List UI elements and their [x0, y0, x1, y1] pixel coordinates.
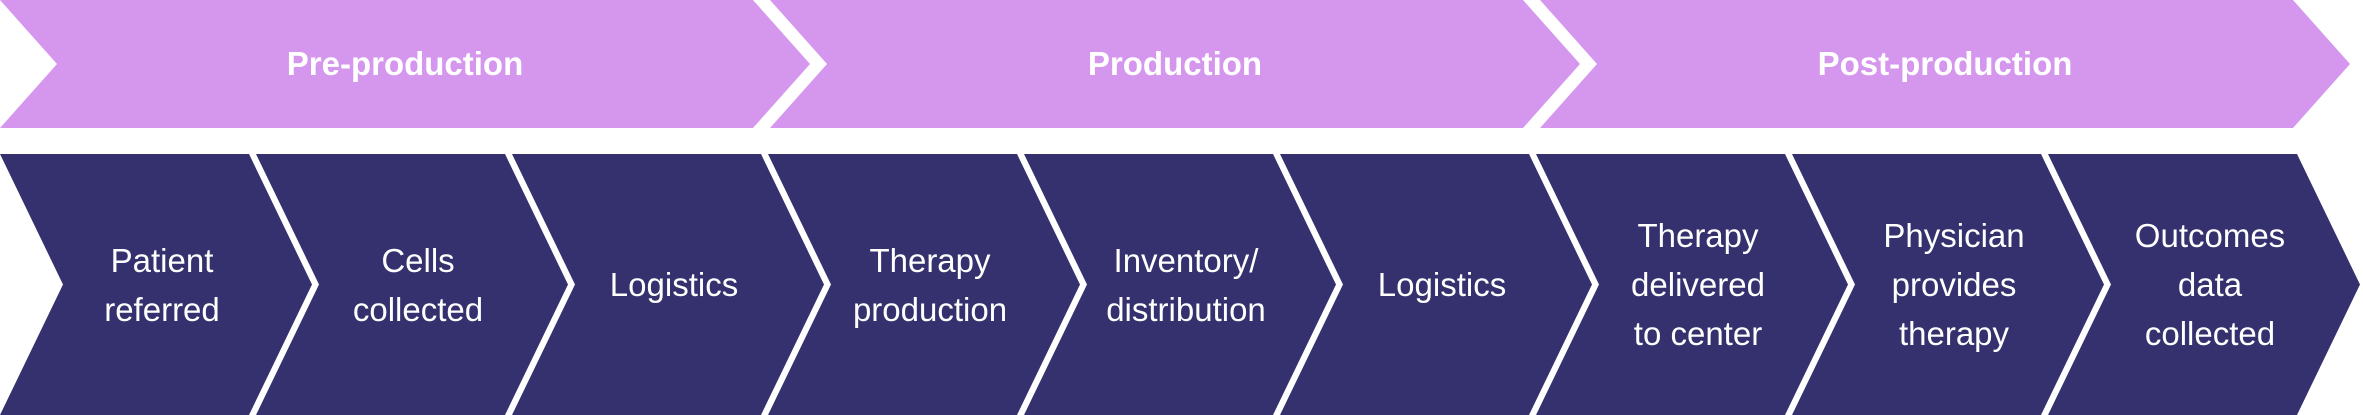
step-chevron — [1536, 154, 1848, 415]
step-chevron — [1792, 154, 2104, 415]
step-label: Logistics — [609, 266, 739, 303]
step-chevron — [2048, 154, 2360, 415]
step-label: Inventory/ distribution — [1106, 241, 1266, 328]
step-chevron — [256, 154, 568, 415]
step-chevron — [1024, 154, 1336, 415]
phase-label: Production — [1087, 45, 1263, 82]
step-chevron — [512, 154, 824, 415]
step-label: Outcomes data collected — [2134, 217, 2286, 352]
phase-chevron — [770, 0, 1580, 128]
step-label: Therapy production — [852, 241, 1008, 328]
step-label: Cells collected — [352, 241, 484, 328]
phase-label: Pre-production — [286, 45, 524, 82]
step-label: Therapy delivered to center — [1631, 217, 1765, 352]
step-label: Physician provides therapy — [1883, 217, 2025, 352]
step-chevron — [0, 154, 312, 415]
step-label: Patient referred — [104, 241, 220, 328]
phase-chevron — [1540, 0, 2350, 128]
phase-chevron — [0, 0, 810, 128]
step-chevron — [768, 154, 1080, 415]
step-chevron — [1280, 154, 1592, 415]
phase-label: Post-production — [1817, 45, 2073, 82]
step-label: Logistics — [1377, 266, 1507, 303]
